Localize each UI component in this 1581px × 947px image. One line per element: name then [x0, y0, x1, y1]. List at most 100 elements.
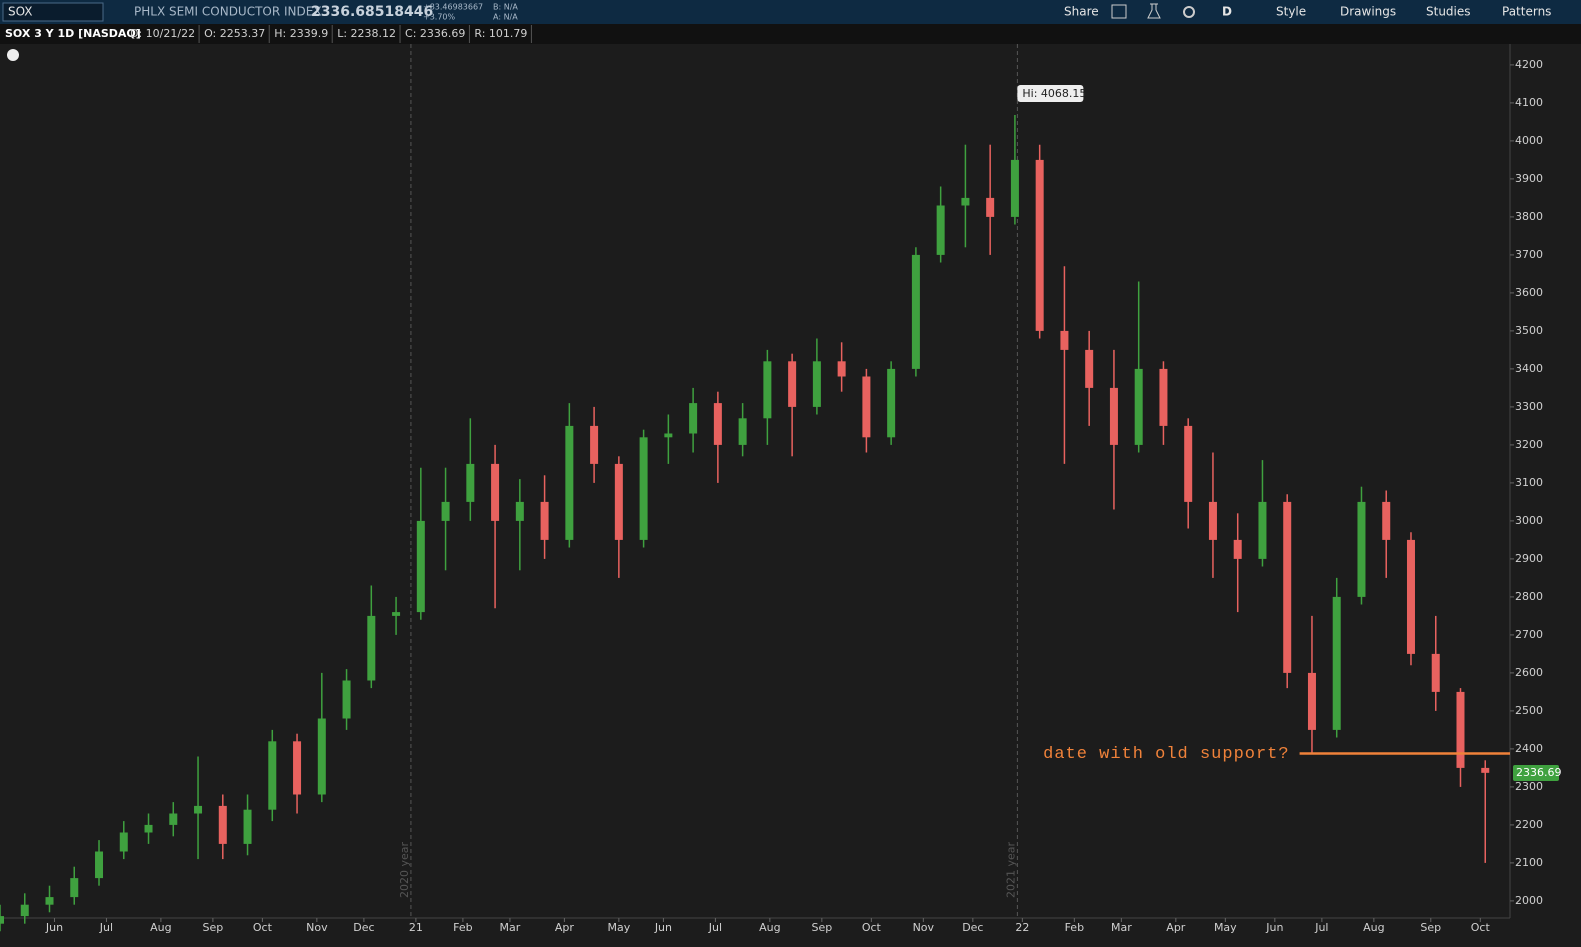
high-label-box: [1017, 85, 1084, 103]
x-tick-label: Aug: [1363, 921, 1384, 934]
candle-body: [45, 897, 54, 905]
x-tick-label: Mar: [1111, 921, 1132, 934]
x-tick-label: Oct: [253, 921, 273, 934]
button[interactable]: Studies: [1426, 5, 1471, 19]
candle-body: [1406, 539, 1415, 654]
y-tick-label: 3300: [1515, 400, 1543, 413]
y-tick-label: 2100: [1515, 856, 1543, 869]
x-tick-label: Jul: [708, 921, 722, 934]
y-tick-label: 3200: [1515, 438, 1543, 451]
y-tick-label: 3500: [1515, 324, 1543, 337]
button[interactable]: Patterns: [1502, 5, 1551, 19]
candle-body: [1233, 539, 1242, 559]
ohlc-field: O: 2253.37: [204, 27, 265, 40]
candle-body: [243, 809, 252, 844]
candle-body: [1332, 596, 1341, 730]
candle-body: [1307, 672, 1316, 730]
y-tick-label: 4000: [1515, 134, 1543, 147]
candle-body: [1085, 349, 1094, 388]
candle-body: [342, 680, 351, 719]
candle-body: [1134, 368, 1143, 445]
candle-body: [590, 425, 599, 464]
symbol-input[interactable]: [2, 2, 104, 22]
ohlc-field: D: 10/21/22: [130, 27, 195, 40]
candle-body: [1109, 387, 1118, 445]
annotation: date with old support?: [1043, 745, 1289, 764]
candle-body: [367, 615, 376, 681]
x-tick-label: Nov: [913, 921, 935, 934]
x-tick-label: Jun: [1265, 921, 1283, 934]
icon[interactable]: [1183, 6, 1195, 18]
y-tick-label: 2600: [1515, 666, 1543, 679]
button[interactable]: Style: [1276, 5, 1306, 19]
candle-body: [194, 805, 203, 814]
y-tick-label: 3000: [1515, 514, 1543, 527]
candle-body: [664, 433, 673, 438]
icon[interactable]: [1111, 4, 1127, 19]
x-tick-label: Sep: [203, 921, 224, 934]
x-tick-label: May: [1214, 921, 1237, 934]
last-price-tag: [1513, 764, 1559, 781]
year-marker-label: 2021 year: [1004, 841, 1017, 898]
x-tick-label: Apr: [555, 921, 575, 934]
alert-icon[interactable]: [7, 49, 19, 61]
candle-body: [862, 376, 871, 438]
candle-body: [1382, 501, 1391, 540]
x-tick-label: May: [607, 921, 630, 934]
y-tick-label: 3900: [1515, 172, 1543, 185]
candle-body: [491, 463, 500, 521]
candle-body: [1456, 691, 1465, 768]
y-tick-label: 2000: [1515, 894, 1543, 907]
candle-body: [565, 425, 574, 540]
candle-body: [1357, 501, 1366, 597]
candle-body: [738, 418, 747, 445]
candle-body: [1208, 501, 1217, 540]
x-tick-label: Dec: [353, 921, 374, 934]
x-tick-label: Sep: [811, 921, 832, 934]
ask: A: N/A: [493, 13, 518, 22]
last-price: 2336.68518446: [311, 4, 433, 20]
x-tick-label: Dec: [962, 921, 983, 934]
y-tick-label: 3600: [1515, 286, 1543, 299]
candle-body: [416, 520, 425, 613]
x-tick-label: Jul: [99, 921, 113, 934]
x-tick-label: Oct: [1471, 921, 1491, 934]
candle-body: [317, 718, 326, 795]
candle-body: [268, 741, 277, 810]
icon[interactable]: [1147, 3, 1161, 19]
x-tick-label: Feb: [1065, 921, 1084, 934]
x-tick-label: Nov: [306, 921, 328, 934]
candle-body: [689, 403, 698, 434]
candle-body: [218, 805, 227, 844]
x-tick-label: Sep: [1420, 921, 1441, 934]
candle-body: [95, 851, 104, 879]
last-price-label: 2336.69: [1516, 766, 1562, 779]
x-tick-label: Jun: [654, 921, 672, 934]
x-tick-label: Apr: [1166, 921, 1186, 934]
ohlc-field: R: 101.79: [474, 27, 527, 40]
candle-body: [1035, 159, 1044, 331]
candle-body: [639, 437, 648, 540]
candle-body: [1010, 159, 1019, 217]
x-tick-label: 21: [409, 921, 423, 934]
candle-body: [812, 361, 821, 407]
candle-body: [911, 254, 920, 369]
button[interactable]: Drawings: [1340, 5, 1396, 19]
candle-body: [441, 501, 450, 521]
description: PHLX SEMI CONDUCTOR INDEX: [134, 5, 322, 19]
y-tick-label: 4100: [1515, 96, 1543, 109]
candle-body: [70, 878, 79, 898]
candle-body: [540, 501, 549, 540]
button[interactable]: Share: [1064, 5, 1099, 19]
chart-title: SOX 3 Y 1D [NASDAQ]: [5, 27, 141, 40]
toolbar: SOX PHLX SEMI CONDUCTOR INDEX 2336.68518…: [0, 0, 1581, 24]
y-tick-label: 4200: [1515, 58, 1543, 71]
candle-body: [515, 501, 524, 521]
candle-body: [614, 463, 623, 540]
info-bar-bg: [0, 24, 1581, 44]
button[interactable]: D: [1222, 5, 1232, 19]
candle-body: [887, 368, 896, 438]
candle-body: [1481, 767, 1490, 773]
candle-body: [961, 197, 970, 206]
